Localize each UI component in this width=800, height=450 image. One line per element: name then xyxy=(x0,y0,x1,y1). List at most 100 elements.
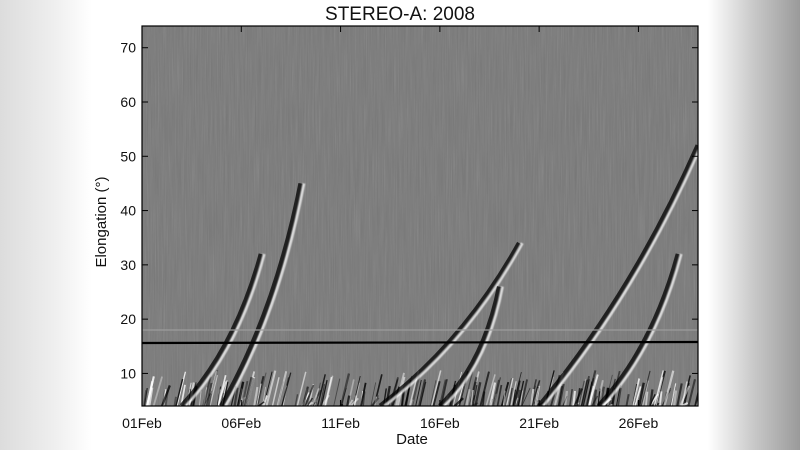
speckle xyxy=(146,380,154,406)
speckle xyxy=(644,391,649,406)
speckle xyxy=(617,388,622,406)
speckle xyxy=(419,381,427,406)
feature-track xyxy=(596,253,683,406)
speckle xyxy=(198,391,202,406)
speckle xyxy=(521,387,531,406)
speckle xyxy=(152,376,163,406)
speckle xyxy=(637,382,645,406)
speckle xyxy=(632,378,640,406)
speckle xyxy=(513,380,521,406)
x-tick-label: 11Feb xyxy=(321,415,360,431)
speckle xyxy=(164,389,170,406)
speckle xyxy=(415,379,422,406)
speckle xyxy=(296,371,307,406)
feature-track xyxy=(438,286,504,406)
y-tick-label: 60 xyxy=(120,94,136,110)
reference-line xyxy=(141,340,699,345)
plot-frame xyxy=(141,25,699,407)
speckle xyxy=(679,385,691,406)
speckle xyxy=(410,399,414,406)
speckle xyxy=(401,389,406,406)
speckle xyxy=(512,389,517,406)
track-dark-edge xyxy=(438,286,502,406)
speckle xyxy=(653,370,664,406)
speckle xyxy=(313,395,319,406)
speckle xyxy=(207,371,218,406)
y-tick-label: 50 xyxy=(120,148,136,164)
speckle xyxy=(205,382,213,406)
speckle xyxy=(655,376,664,406)
y-axis: 10 20 30 40 50 60 70 xyxy=(120,40,698,381)
y-tick-label: 40 xyxy=(120,203,136,219)
speckle xyxy=(569,389,573,406)
feature-track xyxy=(179,253,266,406)
speckle xyxy=(203,376,212,406)
speckle xyxy=(346,395,351,406)
speckle xyxy=(465,388,471,406)
speckle xyxy=(479,371,490,406)
speckle xyxy=(143,387,148,406)
x-axis-label: Date xyxy=(396,431,428,448)
speckle xyxy=(316,374,326,406)
speckle xyxy=(579,379,588,406)
speckle xyxy=(432,380,441,406)
speckle xyxy=(217,375,227,406)
speckle xyxy=(696,399,698,406)
track-dark-edge xyxy=(179,253,264,406)
speckle xyxy=(592,389,598,406)
speckle xyxy=(207,369,219,406)
speckle xyxy=(687,379,696,406)
feature-tracks xyxy=(179,144,698,406)
speckle xyxy=(418,379,427,406)
track-bright-edge xyxy=(601,253,683,406)
speckle xyxy=(348,399,354,406)
speckle xyxy=(160,385,171,406)
y-axis-label: Elongation (°) xyxy=(93,176,110,267)
speckle xyxy=(176,371,187,406)
speckle xyxy=(311,389,322,406)
speckle xyxy=(143,390,147,406)
track-bright-edge xyxy=(224,183,306,406)
speckle xyxy=(277,381,284,406)
speckle xyxy=(207,393,212,406)
speckle xyxy=(562,395,568,406)
speckle xyxy=(430,380,437,406)
speckle xyxy=(265,370,277,406)
speckle xyxy=(405,386,411,406)
y-tick-label: 20 xyxy=(120,311,136,327)
speckle xyxy=(520,379,529,406)
speckle xyxy=(634,386,642,406)
speckle xyxy=(496,384,503,406)
speckle xyxy=(246,377,256,406)
speckle xyxy=(311,388,320,406)
speckle xyxy=(257,372,267,406)
speckle xyxy=(502,390,506,406)
speckle xyxy=(253,386,259,406)
speckle xyxy=(505,377,514,406)
speckle xyxy=(489,382,497,406)
speckle xyxy=(304,384,315,406)
speckle xyxy=(573,388,583,406)
speckle xyxy=(493,377,501,406)
speckle xyxy=(203,387,208,406)
chart-figure: STEREO-A: 2008 10 20 30 40 50 60 70 01Feb 06Feb… xyxy=(92,0,708,450)
speckle xyxy=(587,374,599,406)
track-dark-edge xyxy=(596,253,681,406)
speckle xyxy=(572,390,577,406)
speckle xyxy=(360,382,367,406)
speckle xyxy=(173,396,177,406)
speckle xyxy=(579,378,587,406)
speckle xyxy=(148,387,154,406)
speckle xyxy=(672,390,678,406)
right-margin-background xyxy=(708,0,800,450)
speckle xyxy=(581,375,590,406)
speckle xyxy=(676,383,683,406)
speckle xyxy=(306,397,314,406)
speckle xyxy=(175,378,184,406)
speckle xyxy=(530,388,535,406)
speckle xyxy=(324,375,334,406)
track-bright-edge xyxy=(541,148,698,406)
speckle xyxy=(670,383,677,406)
speckle xyxy=(262,395,268,406)
speckle xyxy=(294,394,299,406)
